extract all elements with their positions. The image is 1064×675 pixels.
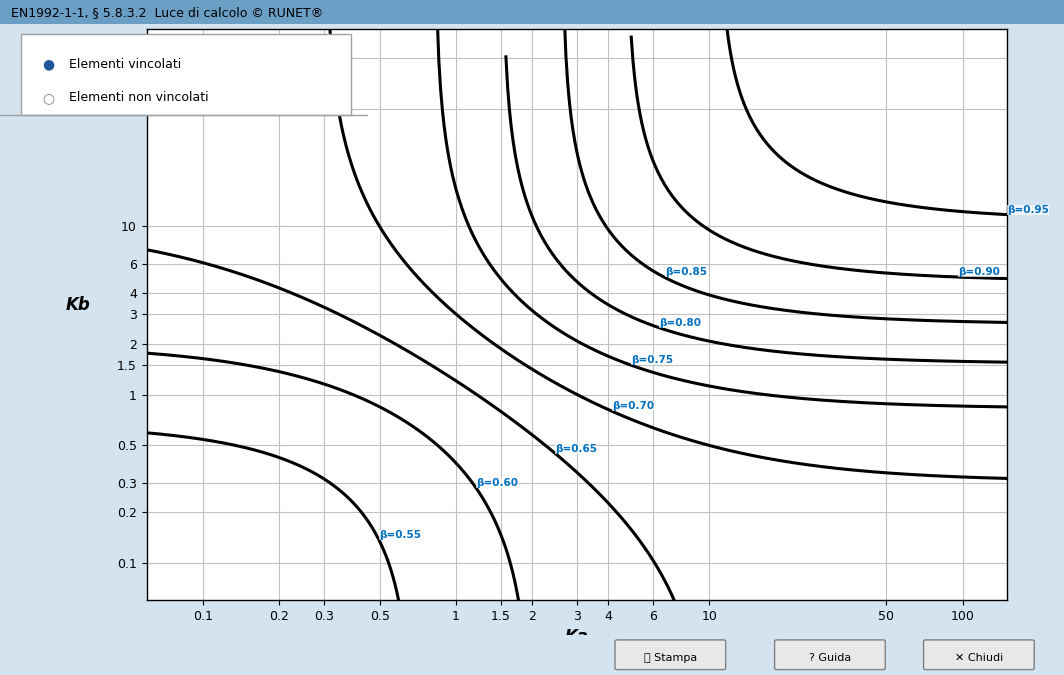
Text: β=0.70: β=0.70 xyxy=(612,401,654,411)
Text: β=0.85: β=0.85 xyxy=(665,267,706,277)
FancyBboxPatch shape xyxy=(924,640,1034,670)
Text: β=0.90: β=0.90 xyxy=(958,267,999,277)
Text: ○: ○ xyxy=(43,91,54,105)
FancyBboxPatch shape xyxy=(615,640,726,670)
Text: β=0.75: β=0.75 xyxy=(631,355,674,365)
Text: β=0.95: β=0.95 xyxy=(1008,205,1049,215)
Text: β=0.60: β=0.60 xyxy=(476,478,518,488)
X-axis label: Ka: Ka xyxy=(565,628,588,647)
Text: β=0.80: β=0.80 xyxy=(660,318,701,328)
Text: Elementi vincolati: Elementi vincolati xyxy=(69,57,181,71)
Bar xyxy=(0,634,1064,675)
Text: EN1992-1-1, § 5.8.3.2  Luce di calcolo © RUNET®: EN1992-1-1, § 5.8.3.2 Luce di calcolo © … xyxy=(11,5,322,19)
Text: Elementi non vincolati: Elementi non vincolati xyxy=(69,91,209,105)
Bar xyxy=(0,0,1064,24)
Text: 🖨 Stampa: 🖨 Stampa xyxy=(644,653,697,663)
Text: β=0.55: β=0.55 xyxy=(379,530,421,539)
Text: β=0.65: β=0.65 xyxy=(555,443,597,454)
Bar xyxy=(21,34,351,115)
Text: ? Guida: ? Guida xyxy=(809,653,851,663)
FancyBboxPatch shape xyxy=(775,640,885,670)
Text: ✕ Chiudi: ✕ Chiudi xyxy=(954,653,1003,663)
Y-axis label: Kb: Kb xyxy=(65,296,90,315)
Text: ●: ● xyxy=(43,57,54,71)
